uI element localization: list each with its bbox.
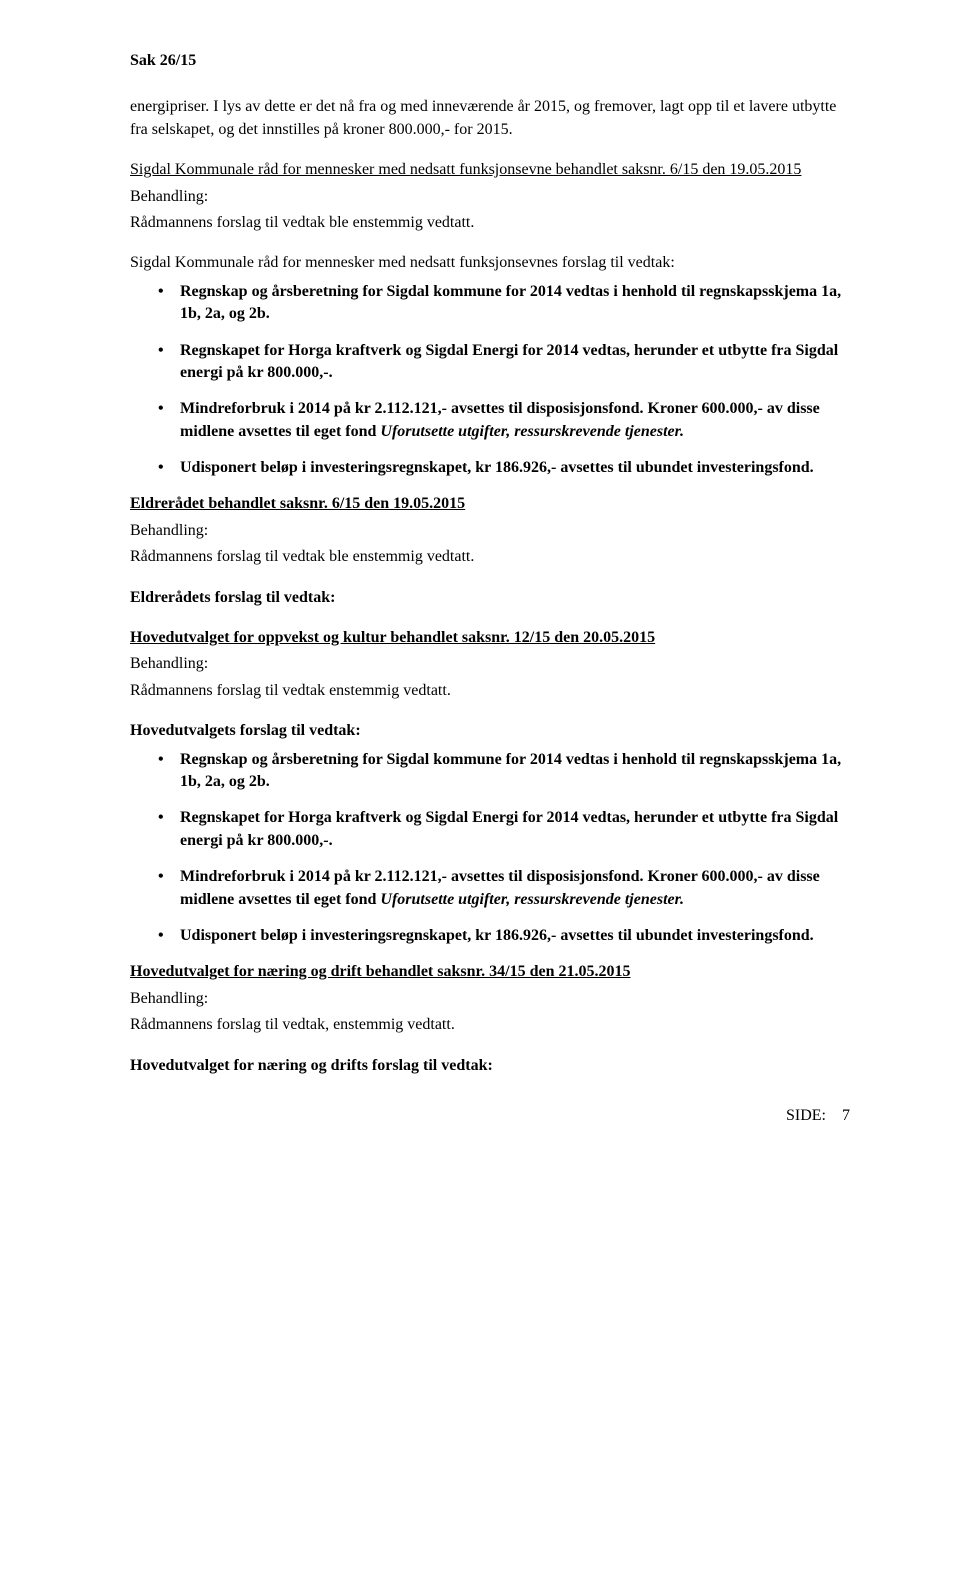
bullet-list-1: Regnskap og årsberetning for Sigdal komm…: [130, 281, 850, 480]
section4-forslag-label: Hovedutvalget for næring og drifts forsl…: [130, 1055, 850, 1077]
section-3: Hovedutvalget for oppvekst og kultur beh…: [130, 627, 850, 702]
section2-behandling-label: Behandling:: [130, 520, 850, 542]
footer-page: 7: [842, 1107, 850, 1124]
list-item: Udisponert beløp i investeringsregnskape…: [158, 925, 850, 947]
section3-behandling-label: Behandling:: [130, 653, 850, 675]
section1-behandling-label: Behandling:: [130, 186, 850, 208]
list-item-italic: Uforutsette utgifter, ressurskrevende tj…: [380, 423, 684, 440]
section2-heading: Eldrerådet behandlet saksnr. 6/15 den 19…: [130, 493, 850, 515]
section-4: Hovedutvalget for næring og drift behand…: [130, 961, 850, 1036]
section3-heading: Hovedutvalget for oppvekst og kultur beh…: [130, 627, 850, 649]
list-item: Regnskap og årsberetning for Sigdal komm…: [158, 281, 850, 326]
bullet-list-2: Regnskap og årsberetning for Sigdal komm…: [130, 749, 850, 948]
list-item: Regnskapet for Horga kraftverk og Sigdal…: [158, 340, 850, 385]
section4-behandling-text: Rådmannens forslag til vedtak, enstemmig…: [130, 1014, 850, 1036]
section2-forslag-label: Eldrerådets forslag til vedtak:: [130, 587, 850, 609]
list-item: Udisponert beløp i investeringsregnskape…: [158, 457, 850, 479]
section3-forslag-label: Hovedutvalgets forslag til vedtak:: [130, 720, 850, 742]
list-item: Regnskapet for Horga kraftverk og Sigdal…: [158, 807, 850, 852]
list-item: Mindreforbruk i 2014 på kr 2.112.121,- a…: [158, 866, 850, 911]
list-item: Regnskap og årsberetning for Sigdal komm…: [158, 749, 850, 794]
intro-paragraph: energipriser. I lys av dette er det nå f…: [130, 96, 850, 141]
section2-behandling-text: Rådmannens forslag til vedtak ble enstem…: [130, 546, 850, 568]
section-2: Eldrerådet behandlet saksnr. 6/15 den 19…: [130, 493, 850, 568]
list-item: Mindreforbruk i 2014 på kr 2.112.121,- a…: [158, 398, 850, 443]
section4-heading: Hovedutvalget for næring og drift behand…: [130, 961, 850, 983]
section3-behandling-text: Rådmannens forslag til vedtak enstemmig …: [130, 680, 850, 702]
section1-heading: Sigdal Kommunale råd for mennesker med n…: [130, 159, 850, 181]
section1-behandling-text: Rådmannens forslag til vedtak ble enstem…: [130, 212, 850, 234]
footer-label: SIDE:: [786, 1107, 826, 1124]
list-item-italic: Uforutsette utgifter, ressurskrevende tj…: [380, 891, 684, 908]
case-header: Sak 26/15: [130, 50, 850, 72]
page-footer: SIDE: 7: [130, 1105, 850, 1127]
section1-forslag-label: Sigdal Kommunale råd for mennesker med n…: [130, 252, 850, 274]
section4-behandling-label: Behandling:: [130, 988, 850, 1010]
section-1: Sigdal Kommunale råd for mennesker med n…: [130, 159, 850, 234]
